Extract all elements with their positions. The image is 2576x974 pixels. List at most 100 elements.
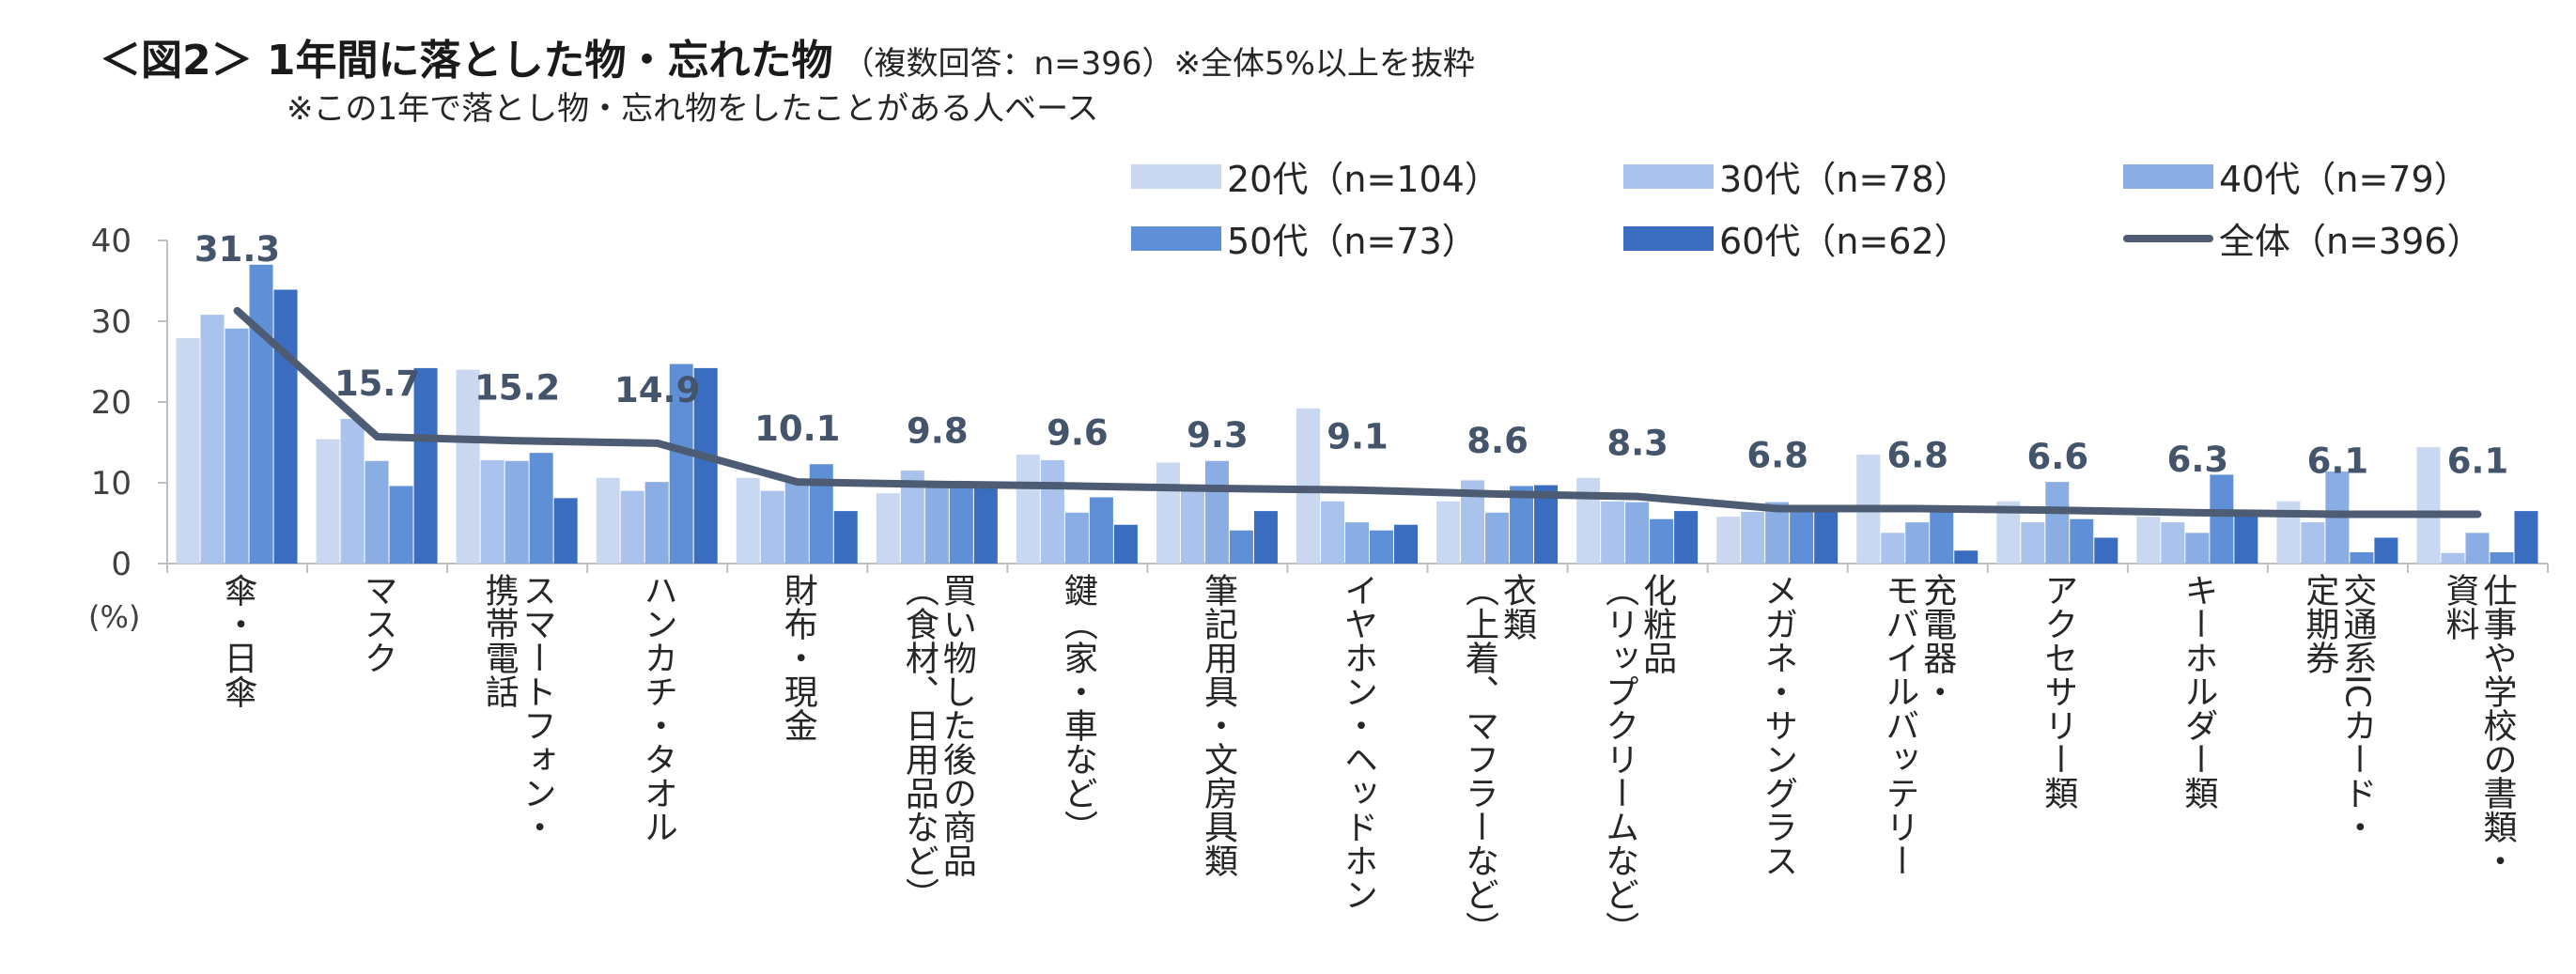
bar-50s (1229, 530, 1253, 564)
category-label: 筆記用具・文房具類 (1198, 573, 1237, 877)
bar-20s (456, 369, 480, 564)
bar-30s (1881, 533, 1905, 564)
bar-30s (1601, 501, 1625, 564)
data-label: 10.1 (754, 409, 840, 449)
bar-50s (249, 264, 273, 564)
data-label: 15.2 (474, 367, 560, 408)
bar-30s (2301, 522, 2325, 564)
bar-40s (1064, 512, 1089, 564)
bar-50s (669, 363, 693, 564)
chart-title-sub: （複数回答：n=396）※全体5%以上を抜粋 (842, 45, 1475, 83)
bar-50s (2350, 551, 2374, 564)
bar-50s (389, 486, 413, 564)
data-label: 6.8 (1746, 436, 1808, 476)
bar-50s (2210, 474, 2234, 564)
data-label: 9.1 (1327, 417, 1389, 457)
bar-60s (1814, 511, 1839, 564)
bar-30s (1741, 511, 1765, 564)
bar-60s (273, 289, 298, 564)
bar-30s (480, 459, 504, 564)
bar-30s (2021, 522, 2045, 564)
total-line (233, 306, 2482, 518)
bar-40s (1485, 512, 1510, 564)
data-label: 31.3 (194, 229, 280, 270)
bar-30s (1180, 490, 1204, 564)
bar-20s (596, 477, 620, 564)
bar-40s (784, 482, 809, 564)
bar-30s (760, 490, 784, 564)
chart-title: ＜図2＞ 1年間に落とした物・忘れた物 （複数回答：n=396）※全体5%以上を抜… (100, 26, 1475, 86)
data-label: 14.9 (614, 370, 700, 410)
bar-60s (973, 485, 998, 564)
bar-20s (1576, 477, 1601, 564)
category-label: マスク (358, 573, 397, 674)
category-label: 鍵（家・車など） (1058, 573, 1097, 843)
bar-20s (2136, 517, 2161, 564)
category-label: 買い物した後の商品 （食材、日用品など） (899, 573, 976, 911)
data-label: 8.3 (1606, 424, 1668, 464)
bar-50s (2070, 518, 2094, 564)
bar-40s (1905, 522, 1930, 564)
category-label: 財布・現金 (778, 573, 817, 742)
bar-60s (2234, 511, 2258, 564)
data-label: 6.1 (2447, 441, 2509, 482)
bar-50s (2490, 551, 2514, 564)
bar-60s (1113, 524, 1138, 564)
chart-subtitle: ※この1年で落とし物・忘れ物をしたことがある人ベース (287, 90, 1099, 128)
bar-30s (200, 315, 225, 564)
bar-50s (529, 453, 553, 564)
bar-20s (1436, 501, 1461, 564)
bar-20s (1716, 517, 1741, 564)
bar-60s (1954, 550, 1979, 564)
bar-40s (1345, 522, 1369, 564)
bar-50s (1510, 486, 1534, 564)
category-label: 交通系ICカード・ 定期券 (2300, 573, 2377, 843)
bar-40s (644, 482, 669, 564)
data-label: 15.7 (334, 363, 420, 404)
bar-40s (1625, 502, 1650, 564)
bar-20s (2416, 447, 2441, 564)
bar-50s (949, 486, 973, 564)
bar-50s (1790, 508, 1814, 564)
y-tick-label: 10 (91, 465, 132, 502)
bar-60s (1253, 511, 1278, 564)
y-tick-label: 30 (91, 303, 132, 341)
bar-50s (1089, 497, 1113, 564)
bar-40s (924, 482, 949, 564)
bar-60s (2094, 537, 2118, 564)
bar-30s (340, 419, 365, 564)
bar-60s (833, 511, 858, 564)
bar-20s (876, 493, 900, 564)
category-label: キーホルダー類 (2179, 573, 2218, 810)
y-axis-unit: (%) (88, 599, 141, 635)
bar-30s (1040, 459, 1064, 564)
bar-20s (1156, 462, 1180, 564)
data-label: 8.6 (1466, 421, 1529, 461)
category-label: アクセサリー類 (2039, 573, 2078, 810)
bar-50s (1650, 518, 1674, 564)
bar-40s (2045, 482, 2070, 564)
category-label: 仕事や学校の書類・ 資料 (2440, 573, 2517, 877)
bar-40s (225, 328, 249, 564)
bar-40s (2465, 533, 2490, 564)
data-label: 6.8 (1886, 436, 1948, 476)
y-tick-label: 40 (91, 223, 132, 260)
bar-30s (2441, 552, 2465, 564)
category-label: メガネ・サングラス (1759, 573, 1798, 877)
data-label: 6.1 (2307, 441, 2369, 482)
y-tick-label: 0 (111, 546, 132, 583)
bar-50s (1930, 508, 1954, 564)
bar-40s (504, 460, 529, 564)
data-label: 9.6 (1047, 412, 1109, 453)
bar-30s (620, 490, 644, 564)
category-label: スマートフォン・ 携帯電話 (479, 573, 556, 843)
category-label: 傘・日傘 (218, 573, 257, 708)
bar-40s (1204, 460, 1229, 564)
bar-60s (693, 367, 718, 564)
bar-60s (2374, 537, 2398, 564)
bar-20s (736, 477, 760, 564)
bar-40s (365, 460, 389, 564)
data-label: 6.3 (2167, 440, 2229, 480)
data-label: 9.3 (1187, 415, 1249, 456)
